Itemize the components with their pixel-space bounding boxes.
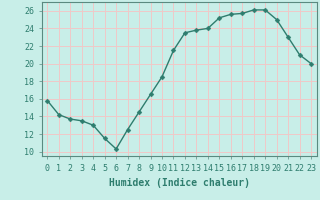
X-axis label: Humidex (Indice chaleur): Humidex (Indice chaleur): [109, 178, 250, 188]
